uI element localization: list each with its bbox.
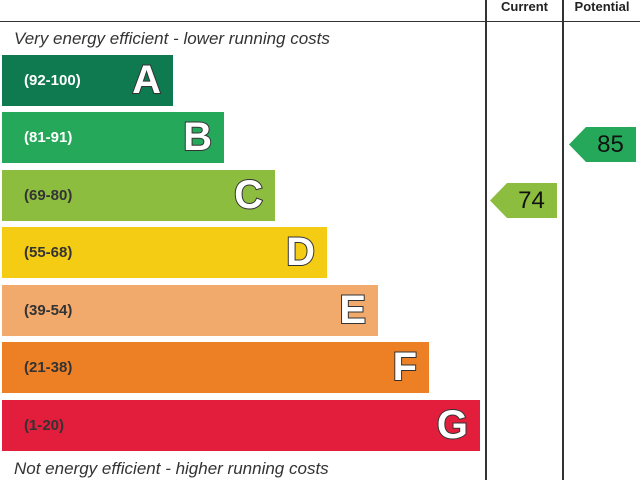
band-range-label: (92-100): [24, 72, 81, 89]
band-letter: D: [285, 229, 316, 275]
band-e: (39-54) E: [2, 285, 378, 336]
band-letter: F: [392, 344, 418, 390]
band-letter: G: [436, 402, 469, 448]
band-letter: E: [338, 287, 367, 333]
potential-column-header: Potential: [574, 0, 630, 14]
potential-rating-value: 85: [597, 131, 624, 158]
band-a: (92-100) A: [2, 55, 173, 106]
band-range-label: (69-80): [24, 187, 73, 204]
current-column-header: Current: [501, 0, 548, 14]
band-range-label: (1-20): [24, 417, 65, 434]
current-column-divider: [485, 0, 487, 480]
band-c: (69-80) C: [2, 170, 275, 221]
band-range-label: (81-91): [24, 129, 73, 146]
caption-top: Very energy efficient - lower running co…: [14, 29, 330, 48]
current-rating-value: 74: [518, 187, 545, 214]
band-letter: C: [233, 172, 264, 218]
band-d: (55-68) D: [2, 227, 327, 278]
potential-arrow-polygon: [569, 127, 636, 162]
band-b: (81-91) B: [2, 112, 224, 163]
band-letter: A: [131, 57, 162, 103]
band-g: (1-20) G: [2, 400, 480, 451]
band-range-label: (55-68): [24, 244, 73, 261]
current-arrow-shape: [490, 183, 557, 218]
potential-column-divider: [562, 0, 564, 480]
caption-bottom: Not energy efficient - higher running co…: [14, 459, 329, 478]
band-range-label: (39-54): [24, 302, 73, 319]
potential-arrow-shape: [569, 127, 636, 162]
band-f: (21-38) F: [2, 342, 429, 393]
current-rating-arrow: 74: [490, 183, 557, 218]
band-range-label: (21-38): [24, 359, 73, 376]
band-letter: B: [182, 114, 213, 160]
top-border: [0, 21, 640, 22]
potential-rating-arrow: 85: [569, 127, 636, 162]
current-arrow-polygon: [490, 183, 557, 218]
